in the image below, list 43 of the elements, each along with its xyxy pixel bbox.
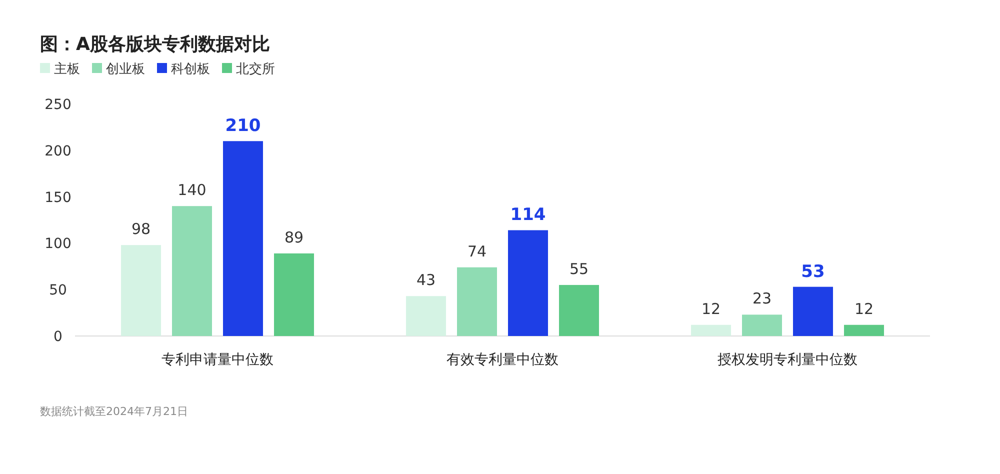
bar xyxy=(742,314,782,336)
y-tick-label: 250 xyxy=(44,97,72,113)
legend-label: 科创板 xyxy=(171,62,210,77)
data-label: 12 xyxy=(854,300,874,318)
legend-item: 创业板 xyxy=(92,62,145,77)
data-label: 98 xyxy=(131,220,151,238)
data-label: 140 xyxy=(178,181,206,200)
bar xyxy=(274,253,314,336)
legend-item: 北交所 xyxy=(222,62,275,77)
y-tick-label: 200 xyxy=(44,143,72,160)
bar xyxy=(844,324,884,336)
bar xyxy=(223,141,263,336)
x-tick-label: 授权发明专利量中位数 xyxy=(718,352,858,368)
bar xyxy=(457,267,497,336)
bar xyxy=(793,286,833,336)
legend-label: 创业板 xyxy=(106,62,145,77)
legend-item: 科创板 xyxy=(157,62,210,77)
x-tick-label: 专利申请量中位数 xyxy=(162,352,274,368)
bar xyxy=(559,284,599,336)
data-label: 89 xyxy=(284,228,304,246)
data-label: 53 xyxy=(801,262,825,282)
legend-label: 北交所 xyxy=(236,61,275,77)
data-label: 74 xyxy=(467,242,487,260)
chart-title: 图：A股各版块专利数据对比 xyxy=(40,34,270,55)
bar xyxy=(172,206,212,336)
bar xyxy=(406,296,446,336)
bar xyxy=(508,230,548,336)
y-tick-label: 100 xyxy=(44,236,72,252)
legend-item: 主板 xyxy=(40,62,80,77)
data-label: 55 xyxy=(569,260,589,278)
text: 数据统计截至2024年7月21日 xyxy=(40,405,188,418)
data-label: 23 xyxy=(752,290,772,308)
data-label: 43 xyxy=(416,271,436,290)
data-label: 12 xyxy=(701,300,721,318)
data-label: 210 xyxy=(225,116,261,136)
y-tick-label: 0 xyxy=(54,329,62,345)
bar xyxy=(121,245,161,336)
legend-label: 主板 xyxy=(54,61,80,77)
y-tick-label: 50 xyxy=(49,282,67,299)
x-tick-label: 有效专利量中位数 xyxy=(446,352,558,368)
data-label: 114 xyxy=(510,205,546,226)
bar xyxy=(691,324,731,336)
y-tick-label: 150 xyxy=(44,190,72,206)
